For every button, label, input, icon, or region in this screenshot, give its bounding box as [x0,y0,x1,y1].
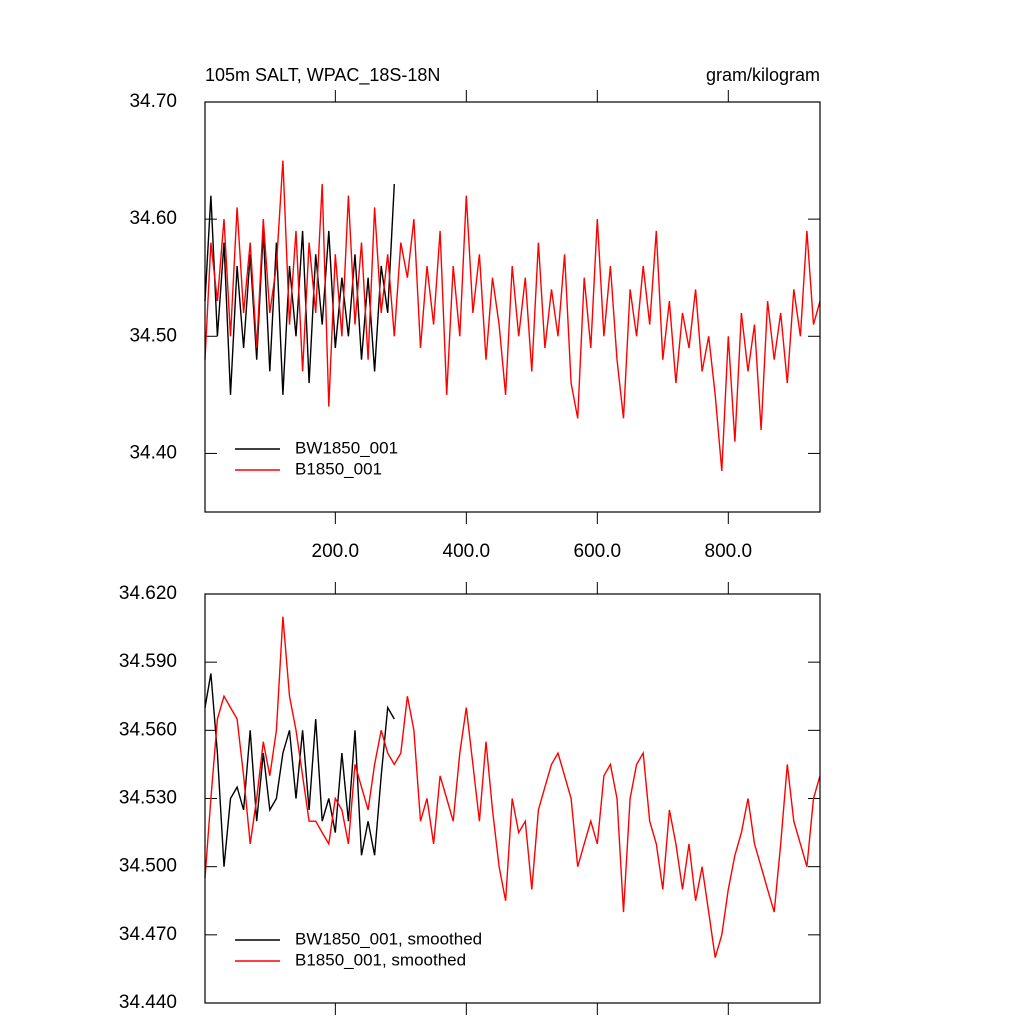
y-tick-label: 34.70 [129,91,177,112]
y-tick-label: 34.40 [129,442,177,463]
chart-title: 105m SALT, WPAC_18S-18N [205,65,440,86]
legend-label: B1850_001 [295,459,382,478]
y-tick-label: 34.560 [119,719,177,740]
legend-label: B1850_001, smoothed [295,950,466,969]
x-tick-label: 800.0 [705,541,753,562]
legend-label: BW1850_001 [295,438,398,457]
x-tick-label: 200.0 [312,541,360,562]
plot-frame [204,101,821,513]
data-line [204,183,395,395]
units-label: gram/kilogram [706,65,820,85]
data-line [204,673,395,867]
y-tick-label: 34.470 [119,924,177,945]
y-tick-label: 34.440 [119,992,177,1013]
y-tick-label: 34.500 [119,856,177,877]
y-tick-label: 34.590 [119,651,177,672]
y-tick-label: 34.620 [119,583,177,604]
legend-label: BW1850_001, smoothed [295,929,482,948]
data-line [204,616,821,958]
y-tick-label: 34.50 [129,325,177,346]
y-tick-label: 34.60 [129,208,177,229]
x-tick-label: 600.0 [574,541,622,562]
plot-frame [204,593,821,1004]
y-tick-label: 34.530 [119,788,177,809]
x-tick-label: 400.0 [443,541,491,562]
data-line [204,160,821,472]
